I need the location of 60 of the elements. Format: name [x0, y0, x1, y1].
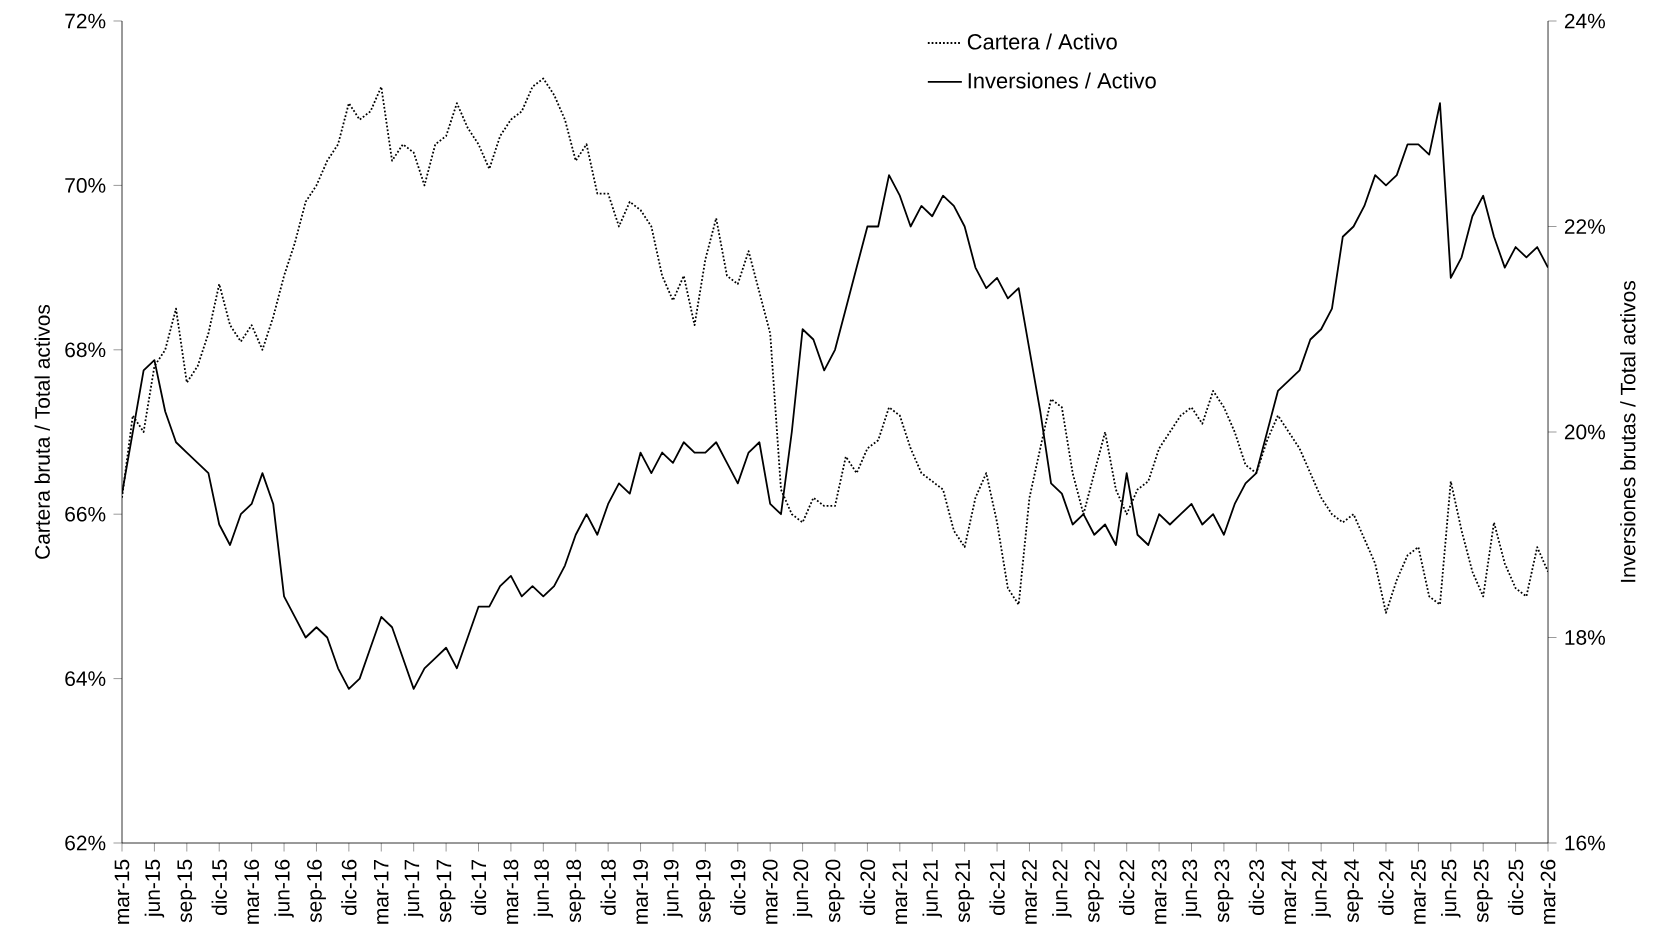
y-tick-label: 62% — [65, 835, 106, 851]
x-tick-label: sep-21 — [955, 859, 975, 923]
x-tick-label: sep-23 — [1214, 859, 1234, 923]
x-tick-label: mar-21 — [892, 859, 908, 924]
x-tick-label: sep-24 — [1344, 859, 1364, 923]
x-tick-label: dic-22 — [1119, 859, 1135, 915]
x-tick-label: dic-25 — [1507, 859, 1524, 915]
x-tick-label: dic-17 — [470, 859, 487, 915]
x-tick-label: jun-21 — [922, 859, 942, 918]
x-tick-label: sep-15 — [177, 859, 197, 923]
x-tick-label: mar-17 — [373, 859, 389, 924]
x-tick-label: dic-21 — [989, 859, 1005, 915]
x-tick-label: mar-25 — [1410, 859, 1426, 924]
x-tick-label: mar-22 — [1022, 859, 1037, 924]
y2-tick-label: 18% — [1565, 630, 1605, 645]
y-tick-label: 70% — [65, 178, 106, 193]
y2-tick-label: 22% — [1564, 219, 1605, 234]
x-tick-label: dic-19 — [730, 859, 746, 915]
y2-tick-label: 20% — [1564, 424, 1605, 440]
x-tick-label: jun-15 — [144, 859, 165, 918]
y-tick-label: 72% — [65, 13, 106, 29]
x-tick-label: dic-18 — [600, 859, 616, 915]
x-tick-label: mar-15 — [114, 859, 130, 924]
x-tick-label: dic-23 — [1248, 859, 1265, 915]
x-tick-label: sep-22 — [1084, 859, 1104, 923]
x-tick-label: sep-25 — [1473, 859, 1493, 923]
x-tick-label: jun-25 — [1441, 859, 1461, 918]
x-tick-label: jun-17 — [403, 859, 424, 918]
x-tick-label: jun-18 — [533, 859, 554, 918]
y-tick-label: 68% — [65, 342, 106, 358]
x-tick-label: sep-20 — [825, 859, 845, 923]
x-tick-label: dic-20 — [859, 859, 876, 915]
x-tick-label: mar-19 — [633, 859, 648, 924]
x-tick-label: sep-16 — [307, 859, 326, 923]
x-tick-label: mar-16 — [244, 859, 260, 924]
x-tick-label: jun-19 — [663, 859, 683, 918]
x-tick-label: jun-20 — [792, 859, 813, 918]
y-tick-label: 66% — [65, 506, 106, 522]
x-tick-label: mar-24 — [1281, 859, 1297, 924]
y2-tick-label: 16% — [1565, 835, 1605, 851]
x-tick-label: jun-22 — [1052, 859, 1072, 918]
x-tick-label: jun-24 — [1311, 859, 1331, 918]
y-tick-label: 64% — [65, 671, 106, 687]
x-tick-label: sep-19 — [695, 859, 715, 923]
y-axis-title: Cartera bruta / Total activos — [34, 304, 50, 559]
x-tick-label: sep-18 — [566, 859, 586, 923]
x-tick-label: sep-17 — [436, 859, 456, 923]
x-tick-label: dic-24 — [1378, 859, 1394, 915]
x-tick-label: mar-18 — [503, 859, 519, 924]
x-tick-label: dic-15 — [211, 859, 227, 915]
legend-label: Cartera / Activo — [967, 33, 1117, 50]
y2-axis-title: Inversiones brutas / Total activos — [1620, 281, 1636, 582]
x-tick-label: jun-16 — [274, 859, 294, 918]
x-tick-label: jun-23 — [1181, 859, 1202, 918]
x-tick-label: mar-20 — [762, 859, 778, 924]
legend-label: Inversiones / Activo — [968, 72, 1156, 89]
x-tick-label: dic-16 — [341, 859, 357, 915]
x-tick-label: mar-23 — [1151, 859, 1167, 924]
y2-tick-label: 24% — [1564, 13, 1605, 29]
x-tick-label: mar-26 — [1540, 859, 1556, 924]
